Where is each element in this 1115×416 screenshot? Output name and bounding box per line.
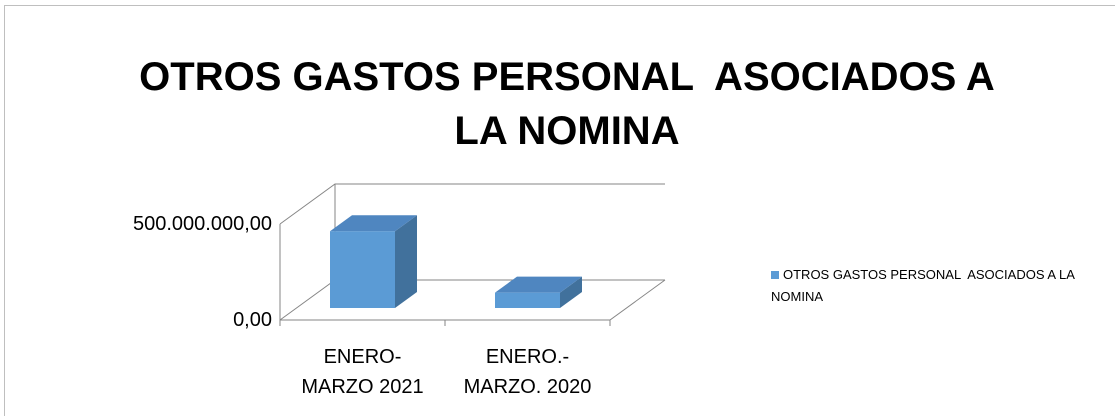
legend-swatch [771,271,779,279]
chart-frame [4,5,1115,416]
bar-side [560,276,582,308]
x-tick-label: ENERO.-MARZO. 2020 [463,346,592,398]
legend-label: OTROS GASTOS PERSONAL ASOCIADOS A LA NOM… [771,267,1078,304]
bar [495,292,560,308]
bar-top [495,276,582,293]
bar-top [330,215,417,232]
bar-side [395,215,417,308]
x-tick-label: ENERO-MARZO 2021 [301,346,424,398]
y-tick-label: 0,00 [233,309,272,331]
bar [330,231,395,308]
chart-title: OTROS GASTOS PERSONAL ASOCIADOS A LA NOM… [139,55,1006,153]
grid-line [279,183,665,225]
y-tick-label: 500.000.000,00 [132,213,272,235]
legend: OTROS GASTOS PERSONAL ASOCIADOS A LA NOM… [771,264,1111,308]
